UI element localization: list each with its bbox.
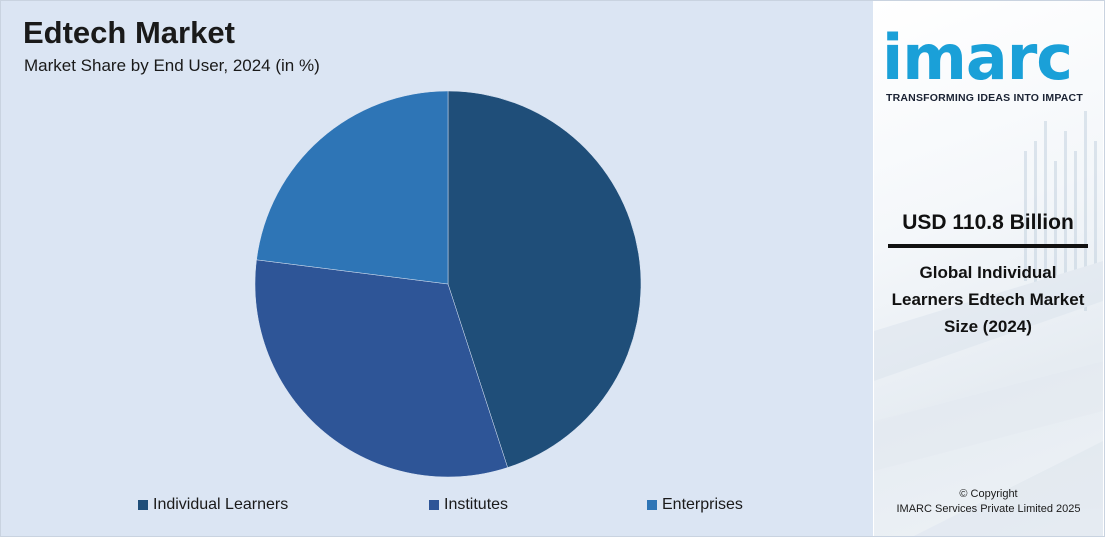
pie-slice-institutes [254,259,508,478]
chart-subtitle: Market Share by End User, 2024 (in %) [24,56,320,75]
copyright-line-1: © Copyright [959,488,1018,500]
legend-item-institutes: Institutes [429,496,508,514]
legend-label: Institutes [444,496,509,513]
legend-item-individual-learners: Individual Learners [138,496,288,514]
copyright-line-2: IMARC Services Private Limited 2025 [896,503,1081,515]
copyright: © Copyright IMARC Services Private Limit… [874,487,1103,517]
pie-slice-enterprises [256,90,449,285]
legend: Individual Learners Institutes Enterprises [1,496,873,518]
legend-swatch [647,500,657,510]
chart-title: Edtech Market [23,15,235,50]
legend-swatch [429,500,439,510]
legend-item-enterprises: Enterprises [647,496,743,514]
market-value: USD 110.8 Billion [902,211,1074,234]
market-description: Global Individual Learners Edtech Market… [891,263,1085,336]
tagline: TRANSFORMING IDEAS INTO IMPACT [886,92,1083,104]
legend-label: Enterprises [662,496,743,513]
background-decoration [874,111,1103,536]
pie-chart [254,90,642,478]
chart-panel: Edtech Market Market Share by End User, … [1,1,873,536]
value-divider [888,244,1088,248]
pie-slice-individual-learners [447,90,642,468]
side-panel: imarc TRANSFORMING IDEAS INTO IMPACT USD… [874,1,1103,536]
legend-label: Individual Learners [153,496,289,513]
imarc-logo: imarc [882,23,1097,93]
logo-wordmark: imarc [882,21,1073,94]
legend-swatch [138,500,148,510]
